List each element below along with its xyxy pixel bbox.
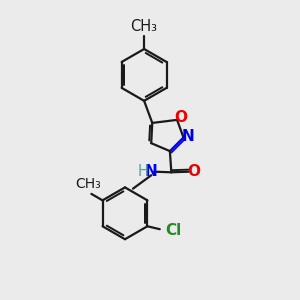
Text: O: O — [174, 110, 188, 125]
Text: H: H — [138, 164, 148, 179]
Text: O: O — [187, 164, 200, 178]
Text: CH₃: CH₃ — [75, 177, 101, 191]
Text: N: N — [145, 164, 158, 179]
Text: CH₃: CH₃ — [130, 19, 157, 34]
Text: Cl: Cl — [165, 223, 181, 238]
Text: N: N — [182, 129, 195, 144]
